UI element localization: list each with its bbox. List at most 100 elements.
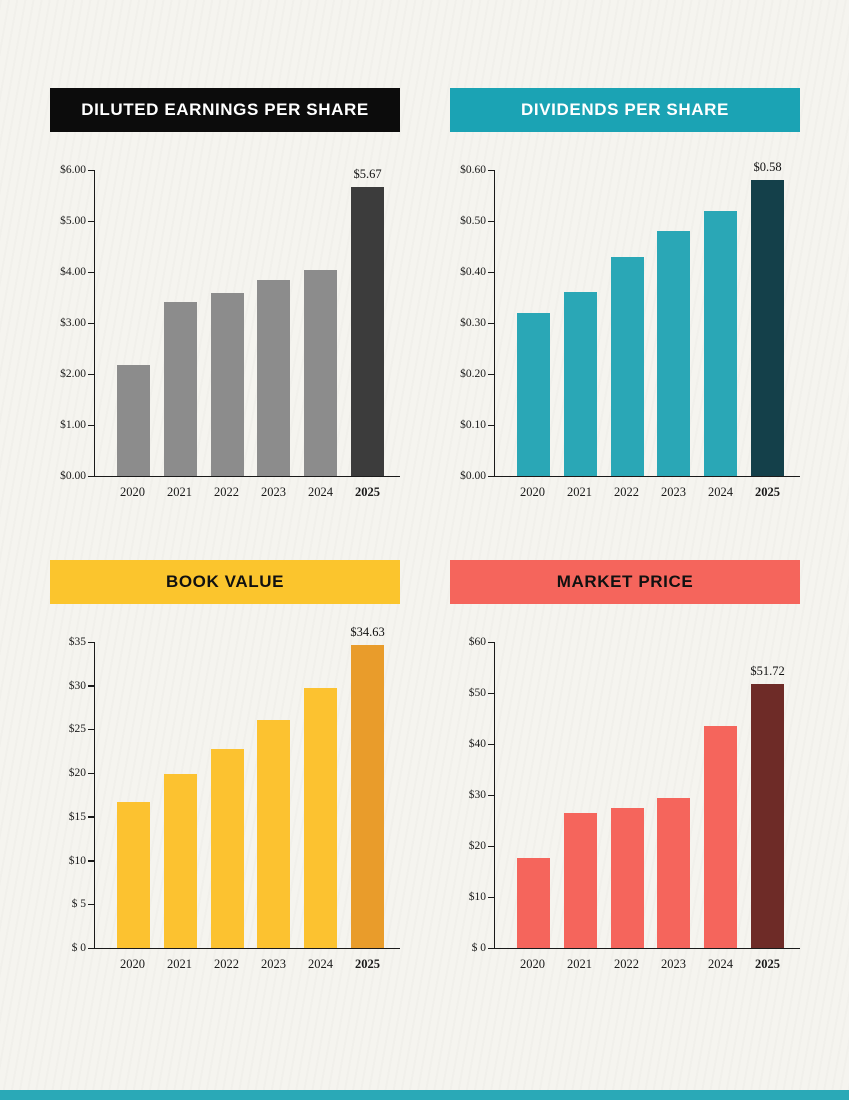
y-axis: $0.00 $0.10 $0.20 $0.30 $0.40 $0.50 $0.60 xyxy=(450,164,494,482)
bar-slot xyxy=(302,642,339,948)
y-axis-tick-label: $10 xyxy=(468,891,486,904)
x-axis-tick-label: 2020 xyxy=(120,957,145,971)
y-axis-tick-label: $0.10 xyxy=(460,419,486,432)
bar-2023 xyxy=(657,797,691,948)
bar-slot xyxy=(609,170,646,476)
y-axis-tick-label: $2.00 xyxy=(60,368,86,381)
y-axis-tick-mark xyxy=(488,220,495,222)
y-axis-tick-mark xyxy=(488,641,495,643)
bar-value-label: $51.72 xyxy=(750,664,785,679)
y-axis-tick-mark xyxy=(488,743,495,745)
bar-slot xyxy=(162,170,199,476)
y-axis-tick-mark xyxy=(88,728,95,731)
x-axis-labels: 2020 2021 2022 2023 2024 2025 xyxy=(494,949,800,972)
bar-slot xyxy=(209,170,246,476)
bar-2021 xyxy=(163,774,197,948)
x-axis-tick-label: 2023 xyxy=(661,957,686,971)
y-axis-tick-mark xyxy=(88,475,95,477)
x-axis-tick-label: 2022 xyxy=(214,957,239,971)
bar-slot xyxy=(562,642,599,948)
y-axis-tick-label: $0.40 xyxy=(460,266,486,279)
bar-2023 xyxy=(657,231,691,476)
x-axis-tick-label: 2022 xyxy=(614,957,639,971)
bar-2022 xyxy=(610,807,644,948)
x-axis-tick-label: 2025 xyxy=(755,485,780,499)
x-axis-tick-label: 2024 xyxy=(308,485,333,499)
bar-2023 xyxy=(257,280,291,476)
x-axis-tick-label: 2023 xyxy=(261,957,286,971)
chart-title: BOOK VALUE xyxy=(165,572,285,591)
x-axis-tick-label: 2020 xyxy=(520,957,545,971)
bar-2020 xyxy=(116,802,150,948)
y-axis-tick-mark xyxy=(88,947,95,949)
y-axis-tick-mark xyxy=(88,271,95,273)
x-axis-tick-label: 2023 xyxy=(261,485,286,499)
chart-title: DIVIDENDS PER SHARE xyxy=(521,100,729,119)
y-axis-tick-label: $4.00 xyxy=(60,266,86,279)
bar-slot xyxy=(115,170,152,476)
y-axis-tick-mark xyxy=(488,322,495,324)
chart-header: MARKET PRICE xyxy=(450,560,800,604)
y-axis-tick-mark xyxy=(88,903,95,906)
bar-slot xyxy=(515,642,552,948)
chart-card-book-value: BOOK VALUE $ 0 $ 5 $10 $15 $20 $25 $30 $35 $34.… xyxy=(50,560,400,972)
x-axis-tick-label: 2022 xyxy=(214,485,239,499)
x-axis-tick-label: 2024 xyxy=(708,957,733,971)
chart-title: MARKET PRICE xyxy=(556,572,694,591)
y-axis-tick-mark xyxy=(488,169,495,171)
y-axis-tick-label: $0.00 xyxy=(60,470,86,482)
x-axis-labels: 2020 2021 2022 2023 2024 2025 xyxy=(94,477,400,500)
chart-body: $ 0 $10 $20 $30 $40 $50 $60 $51.72 xyxy=(450,636,800,954)
bar-2021 xyxy=(163,301,197,476)
x-axis-tick-label: 2021 xyxy=(167,485,192,499)
y-axis-tick-label: $0.00 xyxy=(460,470,486,482)
bar-2020 xyxy=(516,858,550,948)
y-axis-tick-label: $1.00 xyxy=(60,419,86,432)
x-axis-tick-label: 2024 xyxy=(308,957,333,971)
plot-area: $51.72 xyxy=(488,641,800,949)
chart-card-market-price: MARKET PRICE $ 0 $10 $20 $30 $40 $50 $60 $51.7… xyxy=(450,560,800,972)
y-axis-tick-label: $35 xyxy=(68,636,86,648)
bar-slot: $0.58 xyxy=(749,160,786,476)
bar-value-label: $34.63 xyxy=(350,625,385,640)
plot-area: $34.63 xyxy=(88,625,400,949)
y-axis-tick-label: $ 5 xyxy=(71,898,86,911)
y-axis-tick-label: $25 xyxy=(68,723,86,736)
x-axis-tick-label: 2021 xyxy=(567,957,592,971)
y-axis-tick-label: $30 xyxy=(68,679,86,692)
y-axis-tick-label: $0.30 xyxy=(460,317,486,329)
bar-2024 xyxy=(304,688,338,948)
y-axis-tick-mark xyxy=(88,860,95,862)
x-axis-tick-label: 2020 xyxy=(120,485,145,499)
y-axis-tick-mark xyxy=(488,424,495,426)
y-axis-tick-label: $30 xyxy=(468,789,486,801)
y-axis-tick-mark xyxy=(88,641,95,643)
bar-2025 xyxy=(351,645,385,948)
y-axis-tick-mark xyxy=(88,424,95,426)
bar-2025 xyxy=(751,684,785,948)
x-axis-tick-label: 2025 xyxy=(355,485,380,499)
y-axis-tick-mark xyxy=(88,685,95,687)
y-axis-tick-label: $0.60 xyxy=(460,164,486,176)
y-axis-tick-label: $40 xyxy=(468,738,486,751)
y-axis-tick-mark xyxy=(88,169,95,171)
bar-2022 xyxy=(210,293,244,476)
plot-area: $0.58 xyxy=(488,160,800,477)
y-axis-tick-label: $6.00 xyxy=(60,164,86,176)
bar-slot xyxy=(255,170,292,476)
y-axis-tick-label: $0.50 xyxy=(460,215,486,227)
y-axis-tick-label: $3.00 xyxy=(60,317,86,329)
chart-body: $0.00 $1.00 $2.00 $3.00 $4.00 $5.00 $6.00 $5.6… xyxy=(50,164,400,482)
bar-2020 xyxy=(116,364,150,476)
x-axis-tick-label: 2021 xyxy=(567,485,592,499)
bar-slot: $34.63 xyxy=(349,625,386,948)
y-axis-tick-mark xyxy=(88,322,95,324)
y-axis-tick-label: $20 xyxy=(468,840,486,853)
chart-title: DILUTED EARNINGS PER SHARE xyxy=(81,100,369,119)
bar-2024 xyxy=(304,269,338,476)
y-axis-tick-label: $ 0 xyxy=(71,942,86,954)
bar-slot xyxy=(609,642,646,948)
bar-2021 xyxy=(563,292,597,476)
bar-2023 xyxy=(257,719,291,948)
